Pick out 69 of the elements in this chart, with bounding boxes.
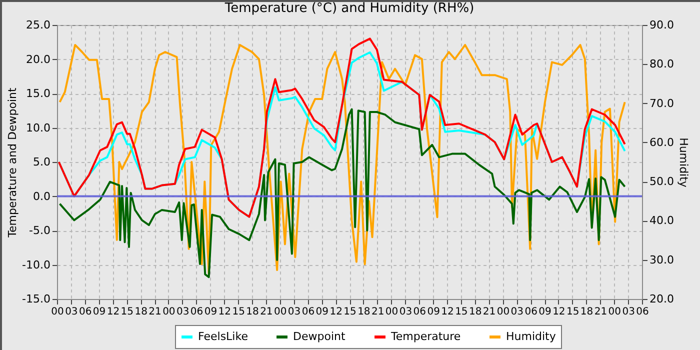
x-tick-label: 18 <box>358 306 370 318</box>
y-tick-label: 25.0 <box>26 18 50 32</box>
x-tick-label: 12 <box>106 306 120 318</box>
y-axis-title: Temperature and Dewpoint <box>6 86 20 238</box>
x-tick-label: 06 <box>190 306 204 318</box>
x-tick-label: 06 <box>636 306 649 318</box>
y2-axis-title: Humidity <box>676 138 690 188</box>
x-tick-label: 21 <box>482 306 496 318</box>
x-tick-label: 18 <box>468 306 482 318</box>
x-tick-label: 09 <box>427 306 440 318</box>
x-tick-label: 15 <box>455 306 468 318</box>
x-tick-label: 18 <box>580 306 594 318</box>
y-tick-label: 20.0 <box>26 52 50 66</box>
x-tick-label: 03 <box>288 306 301 318</box>
y2-tick-label: 50.0 <box>650 175 674 188</box>
line-series <box>58 108 626 278</box>
x-tick-label: 15 <box>566 306 580 318</box>
x-tick-label: 09 <box>316 306 329 318</box>
x-tick-label: 18 <box>134 306 148 318</box>
x-tick-label: 12 <box>441 306 454 318</box>
y2-tick-label: 60.0 <box>650 136 674 149</box>
y-tick-label: -15.0 <box>22 292 50 306</box>
y-tick-label: 0.0 <box>33 190 50 203</box>
x-tick-label: 21 <box>371 306 384 318</box>
x-tick-label: 12 <box>552 306 566 318</box>
y2-tick-label: 90.0 <box>650 18 674 32</box>
y-tick-label: 10.0 <box>26 121 50 134</box>
x-tick-label: 21 <box>148 306 162 318</box>
x-tick-label: 00 <box>274 306 287 318</box>
x-tick-label: 15 <box>232 306 245 318</box>
x-tick-label: 18 <box>246 306 259 318</box>
x-tick-label: 03 <box>622 306 635 318</box>
x-tick-label: 09 <box>92 306 106 318</box>
x-tick-label: 12 <box>330 306 342 318</box>
x-tick-label: 03 <box>510 306 524 318</box>
x-tick-label: 06 <box>302 306 315 318</box>
x-tick-label: 06 <box>524 306 538 318</box>
x-tick-label: 06 <box>413 306 426 318</box>
y2-tick-label: 20.0 <box>650 292 674 306</box>
chart-title: Temperature (°C) and Humidity (RH%) <box>224 1 474 16</box>
y-tick-label: 5.0 <box>33 156 50 168</box>
y-tick-label: -10.0 <box>22 258 50 272</box>
x-tick-label: 15 <box>120 306 134 318</box>
y-tick-label: 15.0 <box>26 87 50 100</box>
x-tick-label: 15 <box>344 306 356 318</box>
line-series <box>58 44 626 275</box>
x-tick-label: 03 <box>65 306 78 318</box>
x-tick-label: 06 <box>78 306 92 318</box>
y2-tick-label: 40.0 <box>650 214 674 228</box>
legend-label: FeelsLike <box>198 330 248 343</box>
x-tick-label: 21 <box>260 306 273 318</box>
x-tick-label: 00 <box>608 306 622 318</box>
y2-tick-label: 70.0 <box>650 96 674 110</box>
x-tick-label: 03 <box>176 306 190 318</box>
x-tick-label: 00 <box>496 306 510 318</box>
x-tick-label: 03 <box>399 306 412 318</box>
x-tick-label: 00 <box>51 306 64 318</box>
x-tick-label: 09 <box>204 306 218 318</box>
y-tick-label: -5.0 <box>29 224 50 237</box>
x-tick-label: 00 <box>385 306 398 318</box>
y2-tick-label: 80.0 <box>650 58 674 71</box>
x-tick-label: 12 <box>218 306 232 318</box>
x-tick-label: 09 <box>538 306 552 318</box>
legend-label: Dewpoint <box>293 330 346 343</box>
legend-label: Temperature <box>390 330 461 343</box>
x-tick-label: 21 <box>594 306 608 318</box>
legend-label: Humidity <box>506 330 556 343</box>
x-tick-label: 00 <box>162 306 176 318</box>
y2-tick-label: 30.0 <box>650 253 674 266</box>
